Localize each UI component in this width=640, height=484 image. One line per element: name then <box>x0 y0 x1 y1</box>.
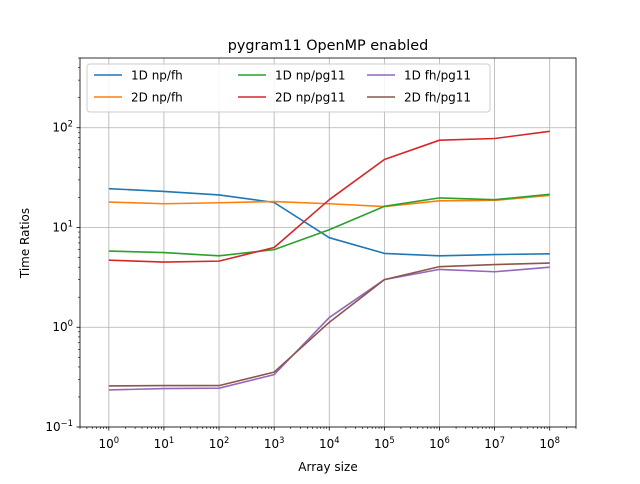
y-tick-label: 101 <box>52 218 73 234</box>
x-tick-label: 104 <box>319 435 340 451</box>
legend-label: 2D np/fh <box>131 91 183 105</box>
x-tick-label: 101 <box>154 435 175 451</box>
y-tick-label: 102 <box>52 119 73 135</box>
x-tick-label: 106 <box>429 435 450 451</box>
legend-box <box>86 63 491 113</box>
series-line-2 <box>108 194 550 208</box>
series-line-6 <box>108 262 550 387</box>
x-tick-label: 100 <box>99 435 120 451</box>
x-tick-label: 103 <box>264 435 285 451</box>
series-line-1 <box>108 187 550 257</box>
x-tick-label: 102 <box>209 435 230 451</box>
x-tick-label: 105 <box>374 435 395 451</box>
legend-label: 1D fh/pg11 <box>404 69 471 83</box>
plot-area-border <box>79 57 577 428</box>
legend-label: 2D fh/pg11 <box>404 91 471 105</box>
legend-label: 2D np/pg11 <box>275 91 345 105</box>
x-tick-label: 107 <box>484 435 505 451</box>
y-tick-label: 10−1 <box>45 418 73 434</box>
x-tick-label: 108 <box>539 435 560 451</box>
series-line-3 <box>108 193 550 257</box>
series-line-4 <box>108 130 550 263</box>
x-axis-label: Array size <box>298 460 357 474</box>
axes-frame <box>79 57 577 428</box>
series-line-5 <box>108 266 550 391</box>
y-axis-label: Time Ratios <box>18 208 32 279</box>
y-axis-ticks: 10−1 100 101 102 <box>45 57 80 434</box>
legend-label: 1D np/pg11 <box>275 69 345 83</box>
x-axis-ticks: 100 101 102 103 104 105 106 107 108 <box>79 427 577 451</box>
y-tick-label: 100 <box>52 318 73 334</box>
series-lines <box>108 130 550 391</box>
chart-title: pygram11 OpenMP enabled <box>228 38 428 54</box>
legend-label: 1D np/fh <box>131 69 183 83</box>
legend: 1D np/fh 2D np/fh 1D np/pg11 2D np/pg11 1D f… <box>86 63 491 113</box>
